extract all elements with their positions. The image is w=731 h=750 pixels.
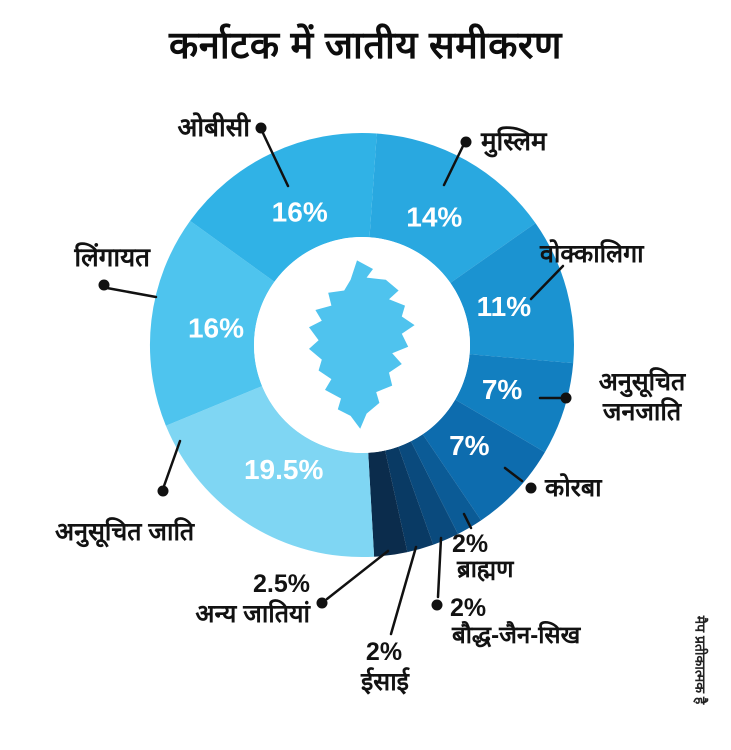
pie-segment-10	[190, 132, 377, 282]
donut-center	[254, 237, 470, 453]
label-koraba: कोरबा	[545, 474, 602, 502]
callout-line-vokkaliga	[529, 264, 565, 301]
pie-segment-2	[455, 354, 574, 453]
label-lingayat: लिंगायत	[74, 242, 150, 272]
segment-value-label: 7%	[482, 374, 523, 405]
callouts	[98, 122, 572, 636]
pct-bauddh-jain-sikh: 2%	[450, 594, 487, 622]
label-scheduled-tribe: अनुसूचित जनजाति	[598, 368, 686, 426]
pct-anya-jatiyan: 2.5%	[253, 570, 310, 598]
callout-line-isai	[389, 545, 418, 636]
label-obc: ओबीसी	[177, 112, 251, 142]
pie-segment-9	[149, 220, 275, 426]
label-scheduled-caste: अनुसूचित जाति	[55, 518, 195, 546]
callout-line-bauddh-jain-sikh	[436, 536, 443, 599]
callout-line-anya-jatiyan	[325, 549, 390, 601]
callout-line-brahmin	[462, 512, 473, 530]
map-disclaimer-note: मैप प्रतीकात्मक है	[692, 615, 709, 705]
pie-segment-5	[398, 441, 458, 545]
callout-dot-anya-jatiyan	[316, 597, 328, 609]
label-bauddh-jain-sikh: बौद्ध-जैन-सिख	[452, 622, 581, 649]
karnataka-map	[309, 260, 415, 429]
pie-segment-8	[165, 386, 375, 558]
pie-segment-1	[450, 223, 574, 364]
label-brahmin: ब्राह्मण	[457, 556, 514, 583]
pct-isai: 2%	[365, 638, 403, 666]
callout-line-obc	[260, 129, 290, 188]
callout-dot-bauddh-jain-sikh	[431, 599, 443, 611]
pie-segment-7	[368, 450, 408, 557]
segment-value-labels: 14% 11% 7% 7% 19.5% 16% 16%	[188, 196, 531, 485]
chart-title: कर्नाटक में जातीय समीकरण	[169, 25, 562, 67]
pie-segment-0	[369, 133, 536, 283]
callout-dot-koraba	[525, 482, 537, 494]
segment-value-label: 16%	[272, 196, 328, 227]
callout-dot-scheduled-tribe	[560, 392, 572, 404]
pie-segment-4	[410, 434, 482, 534]
label-muslim: मुस्लिम	[481, 126, 547, 156]
segment-value-label: 19.5%	[244, 454, 323, 485]
pct-brahmin: 2%	[452, 530, 489, 558]
pie-segment-6	[385, 446, 434, 553]
pie-segment-3	[422, 399, 545, 521]
callout-line-koraba	[503, 466, 524, 483]
callout-line-scheduled-caste	[162, 439, 182, 488]
segment-value-label: 11%	[477, 291, 532, 322]
donut-segments	[149, 132, 574, 558]
label-anya-jatiyan: अन्य जातियां	[195, 600, 310, 628]
callout-dot-lingayat	[98, 279, 110, 291]
callout-line-muslim	[442, 144, 465, 187]
callout-dot-scheduled-caste	[157, 485, 169, 497]
callout-line-lingayat	[105, 286, 158, 299]
segment-value-label: 14%	[406, 202, 462, 233]
callout-dot-muslim	[460, 136, 472, 148]
segment-value-label: 16%	[188, 312, 244, 343]
segment-value-label: 7%	[449, 430, 490, 461]
label-isai: ईसाई	[361, 668, 409, 696]
callout-dot-obc	[255, 122, 267, 134]
label-vokkaliga: वोक्कालिगा	[540, 240, 644, 268]
